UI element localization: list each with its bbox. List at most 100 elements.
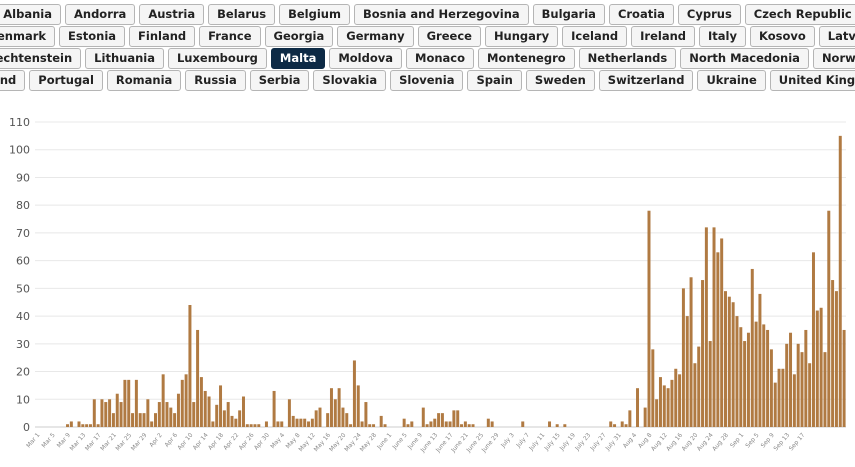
bar — [658, 377, 662, 427]
bar — [796, 343, 800, 427]
bar — [360, 421, 364, 427]
country-button-netherlands[interactable]: Netherlands — [578, 48, 677, 69]
y-tick-label: 100 — [9, 144, 30, 157]
bar — [666, 388, 670, 427]
bar — [314, 410, 318, 427]
country-button-serbia[interactable]: Serbia — [249, 70, 310, 91]
bar — [295, 418, 299, 427]
country-button-united-kingdom[interactable]: United Kingdom — [769, 70, 855, 91]
bar — [207, 396, 211, 427]
bar — [199, 377, 203, 427]
country-button-north-macedonia[interactable]: North Macedonia — [680, 48, 809, 69]
x-tick-label: July 19 — [558, 432, 577, 453]
country-button-latvia[interactable]: Latvia — [818, 26, 855, 47]
country-button-lithuania[interactable]: Lithuania — [85, 48, 164, 69]
bar — [758, 293, 762, 427]
country-button-cyprus[interactable]: Cyprus — [677, 4, 741, 25]
bar — [77, 421, 81, 427]
country-button-montenegro[interactable]: Montenegro — [478, 48, 575, 69]
bar — [150, 421, 154, 427]
country-button-liechtenstein[interactable]: Liechtenstein — [0, 48, 82, 69]
bar — [724, 291, 727, 427]
country-button-poland[interactable]: Poland — [0, 70, 26, 91]
country-button-germany[interactable]: Germany — [337, 26, 414, 47]
x-tick-label: May 28 — [359, 432, 379, 453]
country-button-belarus[interactable]: Belarus — [208, 4, 276, 25]
bar — [138, 413, 142, 427]
bar — [827, 210, 831, 427]
bar — [655, 399, 659, 427]
bar — [712, 227, 716, 427]
country-button-portugal[interactable]: Portugal — [29, 70, 103, 91]
bar — [402, 418, 406, 427]
bar — [766, 329, 770, 427]
bar — [609, 421, 613, 427]
country-button-ukraine[interactable]: Ukraine — [697, 70, 766, 91]
bar — [437, 413, 441, 427]
bar — [792, 374, 796, 427]
bar — [173, 413, 177, 427]
country-button-hungary[interactable]: Hungary — [484, 26, 559, 47]
country-button-belgium[interactable]: Belgium — [279, 4, 350, 25]
bar — [333, 399, 337, 427]
country-button-finland[interactable]: Finland — [129, 26, 196, 47]
country-button-albania[interactable]: Albania — [0, 4, 61, 25]
bar — [264, 421, 268, 427]
country-button-bosnia-and-herzegovina[interactable]: Bosnia and Herzegovina — [353, 4, 529, 25]
country-button-malta[interactable]: Malta — [270, 48, 326, 69]
bar — [280, 421, 284, 427]
country-button-italy[interactable]: Italy — [699, 26, 746, 47]
country-button-sweden[interactable]: Sweden — [525, 70, 595, 91]
bar — [234, 418, 238, 427]
bar — [521, 421, 525, 427]
y-tick-label: 110 — [9, 116, 30, 129]
bar — [731, 302, 735, 427]
country-button-switzerland[interactable]: Switzerland — [598, 70, 694, 91]
country-button-austria[interactable]: Austria — [139, 4, 205, 25]
country-button-greece[interactable]: Greece — [417, 26, 481, 47]
country-button-slovakia[interactable]: Slovakia — [313, 70, 387, 91]
country-button-norway[interactable]: Norway — [812, 48, 855, 69]
country-button-slovenia[interactable]: Slovenia — [390, 70, 464, 91]
country-button-moldova[interactable]: Moldova — [329, 48, 403, 69]
bar — [678, 374, 682, 427]
bar — [165, 402, 169, 427]
bar — [808, 363, 812, 427]
bar — [100, 399, 104, 427]
bar — [92, 399, 96, 427]
country-button-monaco[interactable]: Monaco — [406, 48, 475, 69]
country-button-ireland[interactable]: Ireland — [631, 26, 696, 47]
bar — [203, 390, 207, 427]
y-tick-label: 70 — [16, 227, 30, 240]
bar — [238, 410, 242, 427]
country-button-denmark[interactable]: Denmark — [0, 26, 56, 47]
bar — [364, 402, 368, 427]
bar — [811, 252, 815, 427]
bar — [127, 379, 131, 427]
bar — [834, 291, 838, 427]
country-button-andorra[interactable]: Andorra — [64, 4, 136, 25]
country-button-kosovo[interactable]: Kosovo — [750, 26, 815, 47]
bar — [253, 424, 257, 427]
country-button-bulgaria[interactable]: Bulgaria — [532, 4, 605, 25]
country-button-estonia[interactable]: Estonia — [59, 26, 126, 47]
bar — [440, 413, 444, 427]
country-button-czech-republic[interactable]: Czech Republic — [744, 4, 855, 25]
country-button-romania[interactable]: Romania — [106, 70, 182, 91]
bar — [777, 368, 781, 427]
country-button-france[interactable]: France — [199, 26, 261, 47]
country-button-russia[interactable]: Russia — [185, 70, 246, 91]
bar — [704, 227, 708, 427]
x-tick-label: Apr 22 — [222, 432, 240, 452]
country-button-luxembourg[interactable]: Luxembourg — [167, 48, 267, 69]
x-tick-label: Aug 28 — [711, 432, 730, 453]
x-tick-label: Mar 1 — [25, 432, 41, 450]
bar — [773, 382, 777, 427]
country-button-croatia[interactable]: Croatia — [608, 4, 674, 25]
bar — [196, 329, 200, 427]
country-button-iceland[interactable]: Iceland — [562, 26, 628, 47]
country-button-georgia[interactable]: Georgia — [264, 26, 334, 47]
bar — [613, 424, 617, 427]
bar — [743, 341, 747, 427]
country-button-spain[interactable]: Spain — [467, 70, 522, 91]
